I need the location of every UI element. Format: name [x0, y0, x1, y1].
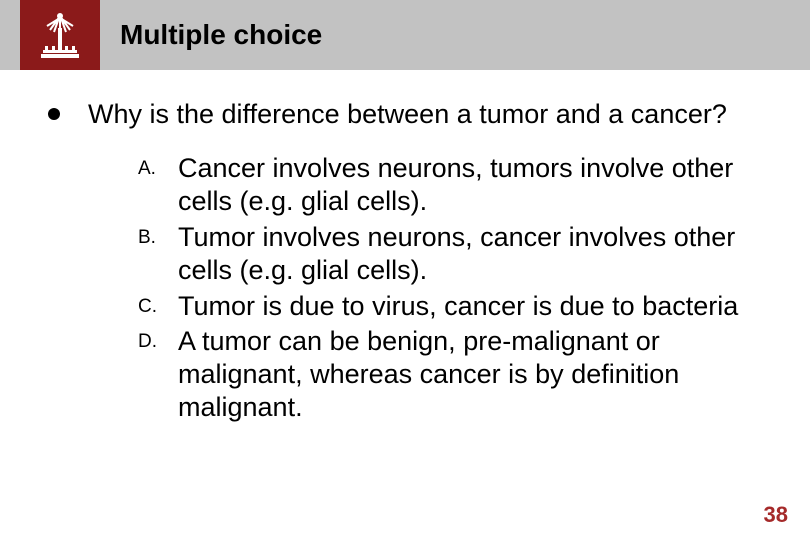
slide: Multiple choice Why is the difference be…	[0, 0, 810, 540]
options-list: A. Cancer involves neurons, tumors invol…	[138, 152, 770, 425]
option-d: D. A tumor can be benign, pre-malignant …	[138, 325, 770, 424]
option-letter: A.	[138, 152, 178, 180]
bullet-icon	[48, 108, 60, 120]
page-number: 38	[764, 502, 788, 528]
option-text: Cancer involves neurons, tumors involve …	[178, 152, 770, 218]
question-prompt: Why is the difference between a tumor an…	[88, 98, 727, 132]
option-a: A. Cancer involves neurons, tumors invol…	[138, 152, 770, 218]
option-text: Tumor is due to virus, cancer is due to …	[178, 290, 738, 323]
option-c: C. Tumor is due to virus, cancer is due …	[138, 290, 770, 323]
option-b: B. Tumor involves neurons, cancer involv…	[138, 221, 770, 287]
option-text: A tumor can be benign, pre-malignant or …	[178, 325, 770, 424]
option-letter: C.	[138, 290, 178, 318]
content-area: Why is the difference between a tumor an…	[0, 70, 810, 424]
palmetto-crest-icon	[35, 8, 85, 63]
logo-box	[20, 0, 100, 70]
question-row: Why is the difference between a tumor an…	[48, 98, 770, 132]
option-letter: B.	[138, 221, 178, 249]
option-letter: D.	[138, 325, 178, 353]
slide-title: Multiple choice	[120, 19, 322, 51]
header-bar: Multiple choice	[0, 0, 810, 70]
option-text: Tumor involves neurons, cancer involves …	[178, 221, 770, 287]
